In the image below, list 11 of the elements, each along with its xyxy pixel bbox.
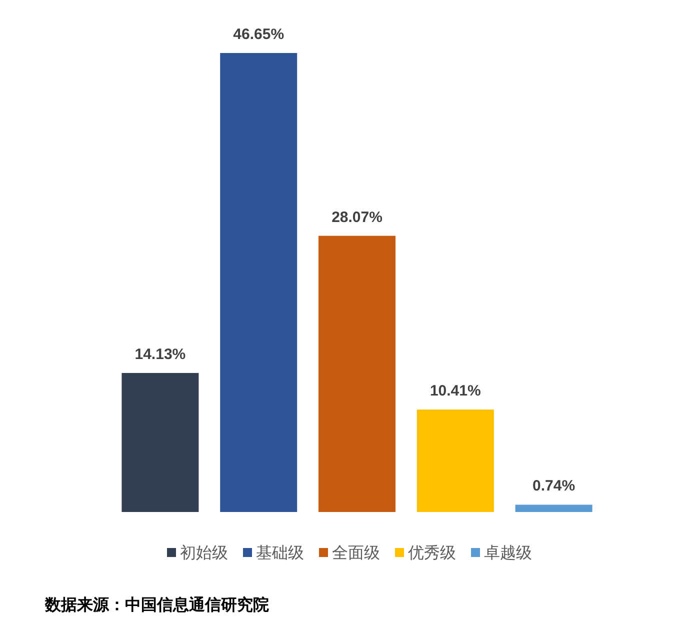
legend-label: 优秀级 xyxy=(408,544,456,562)
legend-label: 卓越级 xyxy=(484,544,532,562)
legend-label: 基础级 xyxy=(256,544,304,562)
legend-label: 全面级 xyxy=(332,545,380,562)
legend-label: 初始级 xyxy=(180,544,228,562)
data-label: 28.07% xyxy=(332,208,382,226)
source-note: 数据来源：中国信息通信研究院 xyxy=(44,596,269,614)
data-label: 14.13% xyxy=(134,346,186,363)
data-label: 0.74% xyxy=(532,478,576,495)
data-label: 46.65% xyxy=(233,26,284,43)
data-label: 10.41% xyxy=(430,382,481,400)
